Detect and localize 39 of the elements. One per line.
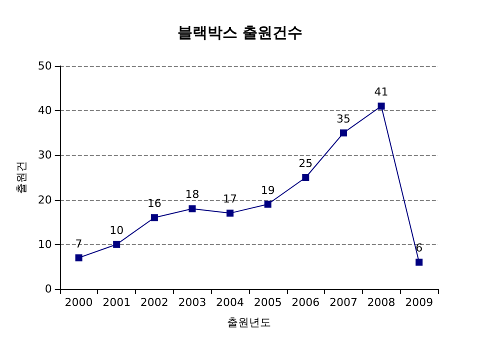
y-tick-label: 0	[44, 282, 52, 296]
x-tick-label: 2005	[254, 296, 282, 309]
point	[188, 205, 196, 212]
point	[226, 210, 234, 217]
data-label: 7	[75, 237, 82, 250]
x-tick-label: 2003	[178, 296, 206, 309]
data-label: 19	[260, 184, 275, 197]
data-label: 41	[374, 86, 388, 99]
y-tick-label: 30	[38, 148, 52, 162]
x-tick-label: 2009	[405, 296, 434, 309]
x-axis-title: 출원년도	[226, 316, 271, 329]
point	[340, 129, 347, 136]
y-axis-title: 출원건	[15, 161, 28, 194]
y-tick-label: 10	[38, 238, 52, 251]
point	[113, 240, 120, 248]
x-tick-label: 2006	[292, 296, 320, 309]
chart-title: 블랙박스 출원건수	[177, 24, 303, 42]
x-tick-label: 2001	[102, 296, 131, 309]
point	[150, 214, 158, 222]
x-tick-label: 2007	[329, 296, 358, 309]
x-tick-label: 2002	[140, 296, 168, 309]
data-label: 6	[416, 242, 423, 255]
data-label: 18	[185, 188, 200, 202]
point	[75, 254, 82, 262]
point	[378, 102, 385, 110]
y-tick-label: 40	[38, 104, 52, 118]
data-label: 35	[336, 112, 350, 126]
data-label: 10	[110, 224, 124, 237]
data-label: 16	[147, 197, 162, 210]
x-tick-label: 2008	[367, 296, 396, 309]
point	[302, 174, 310, 181]
x-tick-label: 2000	[64, 296, 93, 309]
data-label: 25	[298, 157, 313, 170]
point	[416, 258, 423, 266]
y-tick-label: 50	[38, 60, 52, 72]
x-tick-label: 2004	[216, 296, 244, 309]
point	[264, 200, 272, 208]
y-tick-label: 20	[38, 193, 52, 206]
data-label: 17	[223, 192, 238, 206]
